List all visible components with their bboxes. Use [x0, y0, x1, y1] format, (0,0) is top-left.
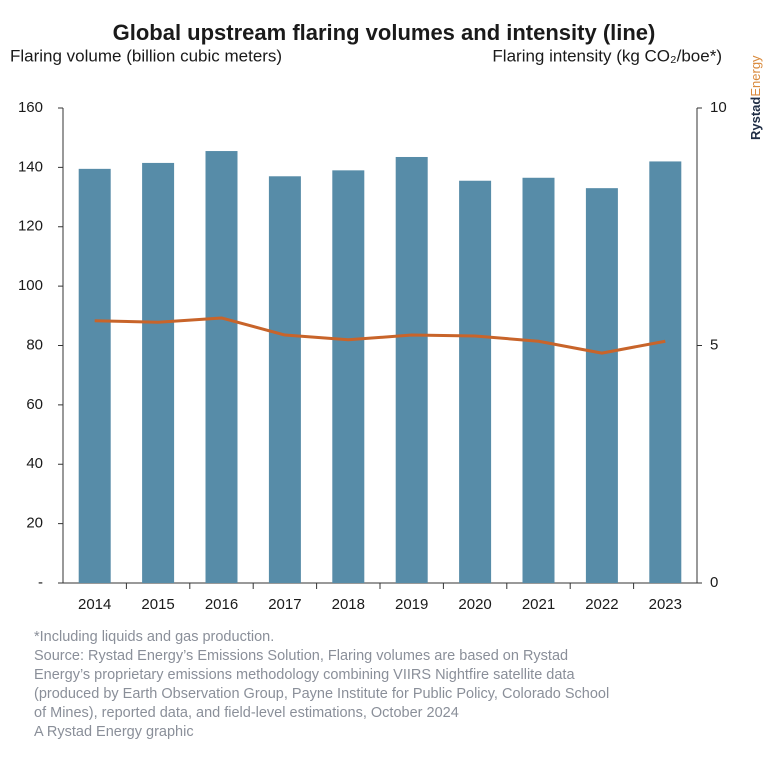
footnote: of Mines), reported data, and field-leve…	[34, 705, 459, 721]
bar	[522, 177, 555, 583]
y-tick-label: 160	[18, 99, 43, 116]
x-tick-label: 2021	[522, 596, 555, 613]
footnote: A Rystad Energy graphic	[34, 724, 194, 740]
x-tick-label: 2016	[205, 596, 238, 613]
bar	[205, 151, 238, 583]
y-axis-title: Flaring volume (billion cubic meters)	[10, 46, 282, 65]
x-tick-label: 2015	[141, 596, 174, 613]
x-tick-label: 2022	[585, 596, 618, 613]
y-tick-label: 80	[26, 336, 43, 353]
bar	[268, 176, 301, 583]
x-tick-label: 2020	[458, 596, 491, 613]
y2-tick-label: 10	[710, 99, 727, 116]
bar	[585, 188, 618, 583]
bar	[142, 162, 175, 583]
x-tick-label: 2014	[78, 596, 111, 613]
y-tick-label: 140	[18, 158, 43, 175]
x-tick-label: 2019	[395, 596, 428, 613]
footnote: (produced by Earth Observation Group, Pa…	[34, 686, 609, 702]
line	[94, 316, 666, 355]
y2-axis-title: Flaring intensity (kg CO₂/boe*)	[492, 46, 722, 65]
y-tick-label: 120	[18, 218, 43, 235]
footnote: Energy’s proprietary emissions methodolo…	[34, 667, 575, 683]
footnote: Source: Rystad Energy’s Emissions Soluti…	[34, 648, 568, 664]
brand-part: Rystad	[748, 97, 763, 140]
footnote: *Including liquids and gas production.	[34, 629, 274, 645]
chart-title: Global upstream flaring volumes and inte…	[113, 20, 656, 45]
bar	[332, 170, 365, 583]
y-tick-label: 60	[26, 396, 43, 413]
bar	[395, 156, 428, 583]
brand-logo: RystadEnergy	[748, 55, 763, 140]
y-tick-label: 100	[18, 277, 43, 294]
bar	[459, 180, 492, 583]
y2-tick-label: 0	[710, 574, 718, 591]
x-tick-label: 2018	[332, 596, 365, 613]
x-tick-label: 2017	[268, 596, 301, 613]
y-tick-label: 40	[26, 455, 43, 472]
x-tick-label: 2023	[649, 596, 682, 613]
y-tick-label: 20	[26, 515, 43, 532]
brand-part: Energy	[748, 55, 763, 97]
y2-tick-label: 5	[710, 336, 718, 353]
bar	[649, 161, 682, 583]
bar	[78, 168, 111, 583]
y-tick-label: -	[38, 574, 43, 591]
